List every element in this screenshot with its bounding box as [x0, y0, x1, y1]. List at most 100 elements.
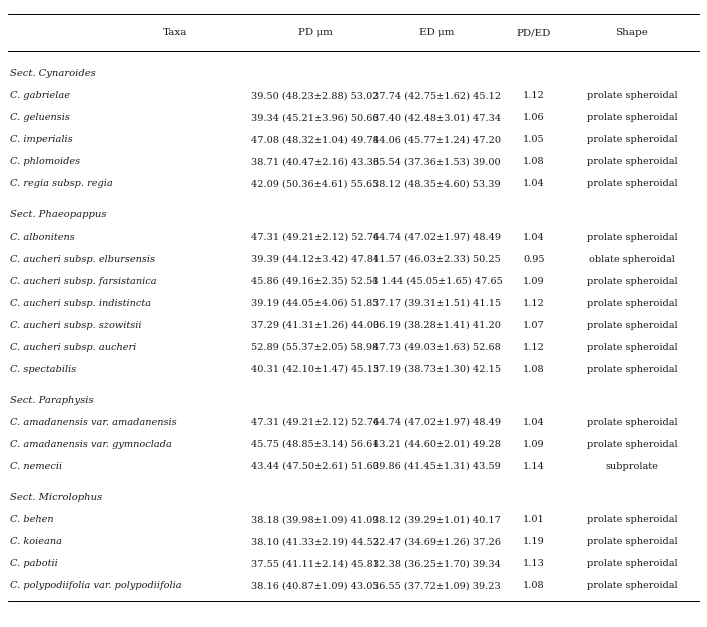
Text: 0.95: 0.95 — [523, 255, 545, 263]
Text: C. albonitens: C. albonitens — [10, 233, 75, 241]
Text: prolate spheroidal: prolate spheroidal — [587, 179, 677, 188]
Text: 47.31 (49.21±2.12) 52.76: 47.31 (49.21±2.12) 52.76 — [251, 233, 379, 241]
Text: 32.38 (36.25±1.70) 39.34: 32.38 (36.25±1.70) 39.34 — [373, 559, 501, 568]
Text: 47.73 (49.03±1.63) 52.68: 47.73 (49.03±1.63) 52.68 — [373, 342, 501, 352]
Text: prolate spheroidal: prolate spheroidal — [587, 277, 677, 285]
Text: Sect. Phaeopappus: Sect. Phaeopappus — [10, 211, 107, 219]
Text: C. aucheri subsp. elbursensis: C. aucheri subsp. elbursensis — [10, 255, 155, 263]
Text: Taxa: Taxa — [163, 28, 187, 37]
Text: 40.31 (42.10±1.47) 45.15: 40.31 (42.10±1.47) 45.15 — [251, 364, 379, 374]
Text: 1.08: 1.08 — [523, 364, 545, 374]
Text: 32.47 (34.69±1.26) 37.26: 32.47 (34.69±1.26) 37.26 — [373, 537, 501, 546]
Text: oblate spheroidal: oblate spheroidal — [589, 255, 675, 263]
Text: 1.05: 1.05 — [523, 135, 545, 144]
Text: PD/ED: PD/ED — [517, 28, 551, 37]
Text: C. nemecii: C. nemecii — [10, 462, 62, 471]
Text: 45.75 (48.85±3.14) 56.61: 45.75 (48.85±3.14) 56.61 — [251, 440, 379, 449]
Text: C. aucheri subsp. indistincta: C. aucheri subsp. indistincta — [10, 298, 151, 308]
Text: subprolate: subprolate — [606, 462, 658, 471]
Text: 38.16 (40.87±1.09) 43.05: 38.16 (40.87±1.09) 43.05 — [251, 581, 379, 590]
Text: C. aucheri subsp. aucheri: C. aucheri subsp. aucheri — [10, 342, 136, 352]
Text: 1.04: 1.04 — [523, 179, 545, 188]
Text: 1.08: 1.08 — [523, 581, 545, 590]
Text: prolate spheroidal: prolate spheroidal — [587, 418, 677, 427]
Text: prolate spheroidal: prolate spheroidal — [587, 92, 677, 100]
Text: C. amadanensis var. amadanensis: C. amadanensis var. amadanensis — [10, 418, 177, 427]
Text: prolate spheroidal: prolate spheroidal — [587, 559, 677, 568]
Text: 1.19: 1.19 — [523, 537, 545, 546]
Text: PD μm: PD μm — [298, 28, 332, 37]
Text: C. gabrielae: C. gabrielae — [10, 92, 70, 100]
Text: prolate spheroidal: prolate spheroidal — [587, 298, 677, 308]
Text: 37.55 (41.11±2.14) 45.81: 37.55 (41.11±2.14) 45.81 — [251, 559, 379, 568]
Text: 44.06 (45.77±1.24) 47.20: 44.06 (45.77±1.24) 47.20 — [373, 135, 501, 144]
Text: prolate spheroidal: prolate spheroidal — [587, 157, 677, 166]
Text: C. koieana: C. koieana — [10, 537, 62, 546]
Text: 38.18 (39.98±1.09) 41.09: 38.18 (39.98±1.09) 41.09 — [251, 515, 379, 524]
Text: 38.71 (40.47±2.16) 43.36: 38.71 (40.47±2.16) 43.36 — [251, 157, 379, 166]
Text: 1.09: 1.09 — [523, 277, 545, 285]
Text: 36.55 (37.72±1.09) 39.23: 36.55 (37.72±1.09) 39.23 — [373, 581, 501, 590]
Text: 1.04: 1.04 — [523, 233, 545, 241]
Text: 1.12: 1.12 — [523, 342, 545, 352]
Text: 4 1.44 (45.05±1.65) 47.65: 4 1.44 (45.05±1.65) 47.65 — [372, 277, 503, 285]
Text: C. spectabilis: C. spectabilis — [10, 364, 76, 374]
Text: 43.21 (44.60±2.01) 49.28: 43.21 (44.60±2.01) 49.28 — [373, 440, 501, 449]
Text: 1.08: 1.08 — [523, 157, 545, 166]
Text: 39.39 (44.12±3.42) 47.81: 39.39 (44.12±3.42) 47.81 — [251, 255, 379, 263]
Text: C. amadanensis var. gymnoclada: C. amadanensis var. gymnoclada — [10, 440, 172, 449]
Text: 37.40 (42.48±3.01) 47.34: 37.40 (42.48±3.01) 47.34 — [373, 113, 501, 122]
Text: prolate spheroidal: prolate spheroidal — [587, 320, 677, 330]
Text: 37.74 (42.75±1.62) 45.12: 37.74 (42.75±1.62) 45.12 — [373, 92, 501, 100]
Text: 38.12 (48.35±4.60) 53.39: 38.12 (48.35±4.60) 53.39 — [373, 179, 501, 188]
Text: 38.12 (39.29±1.01) 40.17: 38.12 (39.29±1.01) 40.17 — [373, 515, 501, 524]
Text: 43.44 (47.50±2.61) 51.60: 43.44 (47.50±2.61) 51.60 — [251, 462, 379, 471]
Text: C. regia subsp. regia: C. regia subsp. regia — [10, 179, 112, 188]
Text: 39.86 (41.45±1.31) 43.59: 39.86 (41.45±1.31) 43.59 — [373, 462, 501, 471]
Text: 44.74 (47.02±1.97) 48.49: 44.74 (47.02±1.97) 48.49 — [373, 233, 501, 241]
Text: prolate spheroidal: prolate spheroidal — [587, 342, 677, 352]
Text: C. imperialis: C. imperialis — [10, 135, 73, 144]
Text: 39.50 (48.23±2.88) 53.02: 39.50 (48.23±2.88) 53.02 — [251, 92, 379, 100]
Text: 41.57 (46.03±2.33) 50.25: 41.57 (46.03±2.33) 50.25 — [373, 255, 501, 263]
Text: Sect. Paraphysis: Sect. Paraphysis — [10, 396, 93, 404]
Text: C. polypodiifolia var. polypodiifolia: C. polypodiifolia var. polypodiifolia — [10, 581, 182, 590]
Text: 37.17 (39.31±1.51) 41.15: 37.17 (39.31±1.51) 41.15 — [373, 298, 501, 308]
Text: 37.19 (38.73±1.30) 42.15: 37.19 (38.73±1.30) 42.15 — [373, 364, 501, 374]
Text: prolate spheroidal: prolate spheroidal — [587, 233, 677, 241]
Text: 45.86 (49.16±2.35) 52.53: 45.86 (49.16±2.35) 52.53 — [251, 277, 379, 285]
Text: Sect. Cynaroides: Sect. Cynaroides — [10, 69, 95, 78]
Text: C. aucheri subsp. szowitsii: C. aucheri subsp. szowitsii — [10, 320, 141, 330]
Text: 52.89 (55.37±2.05) 58.98: 52.89 (55.37±2.05) 58.98 — [252, 342, 378, 352]
Text: 1.12: 1.12 — [523, 298, 545, 308]
Text: 39.19 (44.05±4.06) 51.85: 39.19 (44.05±4.06) 51.85 — [251, 298, 379, 308]
Text: prolate spheroidal: prolate spheroidal — [587, 440, 677, 449]
Text: prolate spheroidal: prolate spheroidal — [587, 113, 677, 122]
Text: prolate spheroidal: prolate spheroidal — [587, 515, 677, 524]
Text: Shape: Shape — [616, 28, 648, 37]
Text: 37.29 (41.31±1.26) 44.00: 37.29 (41.31±1.26) 44.00 — [251, 320, 379, 330]
Text: 38.10 (41.33±2.19) 44.52: 38.10 (41.33±2.19) 44.52 — [251, 537, 379, 546]
Text: 1.14: 1.14 — [523, 462, 545, 471]
Text: C. geluensis: C. geluensis — [10, 113, 70, 122]
Text: 39.34 (45.21±3.96) 50.66: 39.34 (45.21±3.96) 50.66 — [251, 113, 379, 122]
Text: 47.08 (48.32±1.04) 49.78: 47.08 (48.32±1.04) 49.78 — [251, 135, 379, 144]
Text: Sect. Microlophus: Sect. Microlophus — [10, 493, 103, 502]
Text: 35.54 (37.36±1.53) 39.00: 35.54 (37.36±1.53) 39.00 — [373, 157, 501, 166]
Text: 1.04: 1.04 — [523, 418, 545, 427]
Text: 36.19 (38.28±1.41) 41.20: 36.19 (38.28±1.41) 41.20 — [373, 320, 501, 330]
Text: 47.31 (49.21±2.12) 52.76: 47.31 (49.21±2.12) 52.76 — [251, 418, 379, 427]
Text: 1.06: 1.06 — [523, 113, 545, 122]
Text: C. aucheri subsp. farsistanica: C. aucheri subsp. farsistanica — [10, 277, 157, 285]
Text: 1.07: 1.07 — [523, 320, 545, 330]
Text: C. phlomoides: C. phlomoides — [10, 157, 80, 166]
Text: 1.01: 1.01 — [523, 515, 545, 524]
Text: prolate spheroidal: prolate spheroidal — [587, 364, 677, 374]
Text: 42.09 (50.36±4.61) 55.65: 42.09 (50.36±4.61) 55.65 — [252, 179, 379, 188]
Text: prolate spheroidal: prolate spheroidal — [587, 581, 677, 590]
Text: 1.12: 1.12 — [523, 92, 545, 100]
Text: 44.74 (47.02±1.97) 48.49: 44.74 (47.02±1.97) 48.49 — [373, 418, 501, 427]
Text: ED μm: ED μm — [419, 28, 455, 37]
Text: C. behen: C. behen — [10, 515, 54, 524]
Text: C. pabotii: C. pabotii — [10, 559, 58, 568]
